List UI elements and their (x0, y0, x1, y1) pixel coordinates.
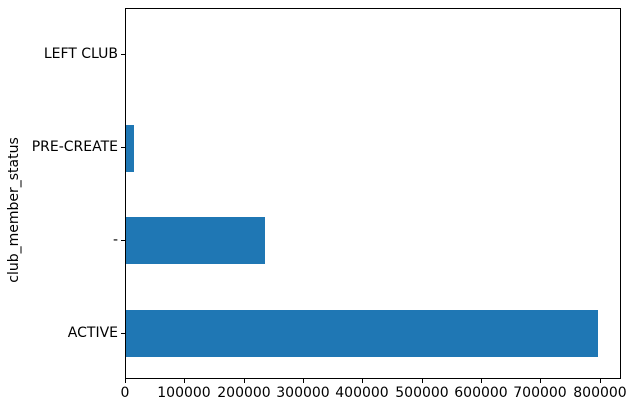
x-tick-mark (244, 379, 245, 383)
y-tick-label: ACTIVE (67, 325, 118, 341)
x-tick-label: 300000 (276, 385, 330, 401)
x-tick-mark (125, 379, 126, 383)
x-tick-mark (422, 379, 423, 383)
x-tick-mark (600, 379, 601, 383)
y-tick-mark (121, 240, 125, 241)
bar-active (126, 310, 598, 358)
x-tick-mark (303, 379, 304, 383)
x-tick-label: 500000 (395, 385, 449, 401)
y-axis-label: club_member_status (6, 137, 22, 283)
x-tick-label: 400000 (335, 385, 389, 401)
x-tick-label: 0 (120, 385, 130, 401)
x-tick-label: 600000 (454, 385, 508, 401)
bar-- (126, 217, 265, 265)
y-tick-mark (121, 333, 125, 334)
plot-area (125, 8, 621, 379)
y-tick-mark (121, 54, 125, 55)
y-tick-label: - (112, 232, 118, 248)
x-tick-label: 100000 (157, 385, 211, 401)
y-tick-mark (121, 147, 125, 148)
x-tick-mark (540, 379, 541, 383)
x-tick-label: 200000 (217, 385, 271, 401)
x-tick-mark (362, 379, 363, 383)
y-tick-label: LEFT CLUB (43, 46, 118, 62)
x-tick-mark (184, 379, 185, 383)
y-tick-label: PRE-CREATE (31, 139, 118, 155)
x-tick-label: 700000 (513, 385, 567, 401)
bar-pre-create (126, 124, 134, 172)
x-tick-mark (481, 379, 482, 383)
x-tick-label: 800000 (573, 385, 627, 401)
